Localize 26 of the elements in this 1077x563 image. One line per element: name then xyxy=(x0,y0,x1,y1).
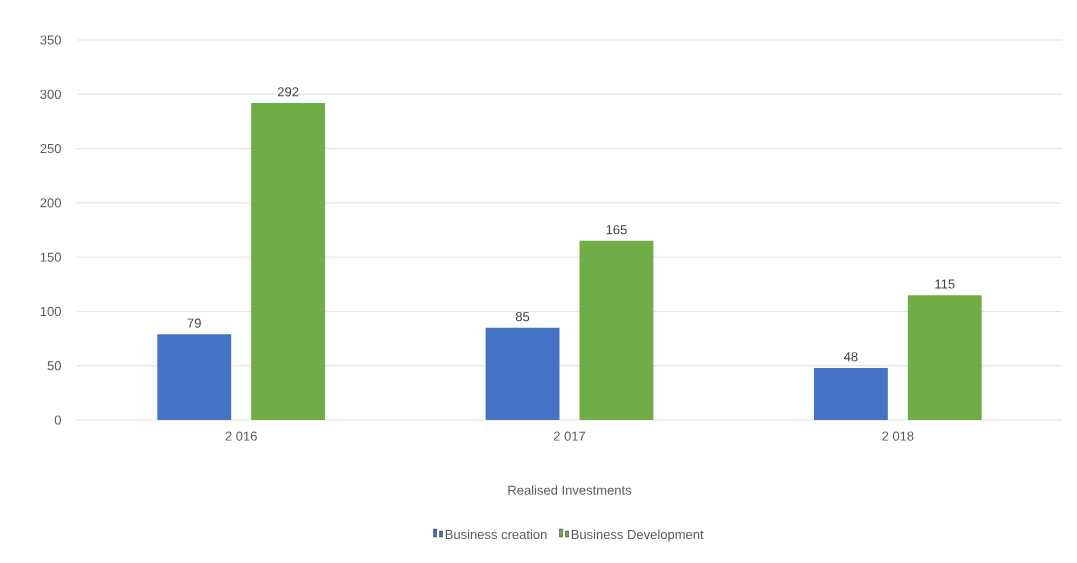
data-label: 165 xyxy=(606,225,627,235)
y-tick-label: 350 xyxy=(40,35,61,45)
bar xyxy=(579,240,654,420)
data-label: 292 xyxy=(277,87,299,97)
x-tick-label: 2 017 xyxy=(553,431,586,441)
y-tick-label: 100 xyxy=(40,306,61,317)
bar xyxy=(813,367,888,420)
x-tick-label: 2 018 xyxy=(882,431,914,441)
y-tick-label: 150 xyxy=(40,252,61,262)
x-axis-title: Realised Investments xyxy=(508,485,632,495)
y-tick-label: 50 xyxy=(47,361,61,371)
bar xyxy=(157,334,232,420)
bar xyxy=(485,327,560,420)
x-tick-label: 2 016 xyxy=(225,431,257,441)
y-tick-label: 200 xyxy=(40,198,61,208)
y-tick-label: 300 xyxy=(40,89,61,99)
data-label: 115 xyxy=(935,279,955,289)
data-label: 48 xyxy=(843,352,858,362)
legend-label: Business Development xyxy=(571,529,704,542)
y-tick-label: 0 xyxy=(54,415,61,425)
data-label: 85 xyxy=(515,311,530,322)
bar xyxy=(907,295,982,420)
data-label: 79 xyxy=(187,318,201,328)
bar xyxy=(251,102,326,420)
y-tick-label: 250 xyxy=(40,143,61,154)
legend-label: Business creation xyxy=(445,529,547,540)
